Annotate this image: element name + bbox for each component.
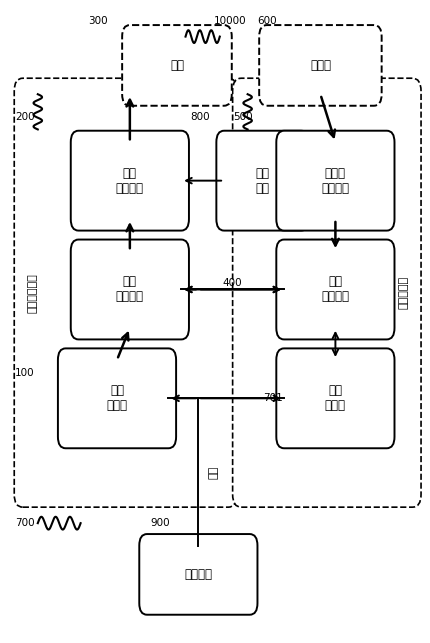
Text: 701: 701 — [263, 394, 283, 403]
Text: 900: 900 — [150, 518, 169, 528]
FancyBboxPatch shape — [216, 131, 308, 231]
Text: 独立
电源: 独立 电源 — [255, 167, 269, 195]
Text: 电机: 电机 — [169, 59, 184, 72]
Text: 300: 300 — [88, 15, 108, 26]
Text: 100: 100 — [15, 368, 35, 377]
Text: 200: 200 — [15, 112, 35, 122]
FancyBboxPatch shape — [58, 349, 176, 448]
Text: 10000: 10000 — [214, 15, 246, 26]
Text: 第二
译码器: 第二 译码器 — [324, 385, 345, 412]
Text: 传感器: 传感器 — [309, 59, 330, 72]
FancyBboxPatch shape — [258, 25, 381, 105]
FancyBboxPatch shape — [71, 131, 188, 231]
Text: 800: 800 — [190, 112, 210, 122]
FancyBboxPatch shape — [139, 534, 257, 615]
Text: 驱动
芯片模块: 驱动 芯片模块 — [116, 167, 144, 195]
Text: 总线: 总线 — [208, 466, 218, 478]
Text: 数据
收发模块: 数据 收发模块 — [321, 275, 349, 303]
FancyBboxPatch shape — [232, 78, 420, 507]
FancyBboxPatch shape — [71, 240, 188, 340]
FancyBboxPatch shape — [276, 349, 393, 448]
Text: 电机驱动模块: 电机驱动模块 — [27, 273, 37, 312]
FancyBboxPatch shape — [122, 25, 231, 105]
FancyBboxPatch shape — [14, 78, 236, 507]
Text: 数据
锁存模块: 数据 锁存模块 — [116, 275, 144, 303]
Text: 500: 500 — [233, 112, 252, 122]
Text: 传感器
接口模块: 传感器 接口模块 — [321, 167, 349, 195]
Text: 总线接口: 总线接口 — [184, 568, 212, 581]
FancyBboxPatch shape — [276, 131, 393, 231]
Text: 第一
译码器: 第一 译码器 — [106, 385, 127, 412]
Text: 400: 400 — [222, 278, 242, 288]
Text: 600: 600 — [256, 15, 276, 26]
Text: 700: 700 — [15, 518, 35, 528]
Text: 传感器模块: 传感器模块 — [397, 276, 407, 309]
FancyBboxPatch shape — [276, 240, 393, 340]
